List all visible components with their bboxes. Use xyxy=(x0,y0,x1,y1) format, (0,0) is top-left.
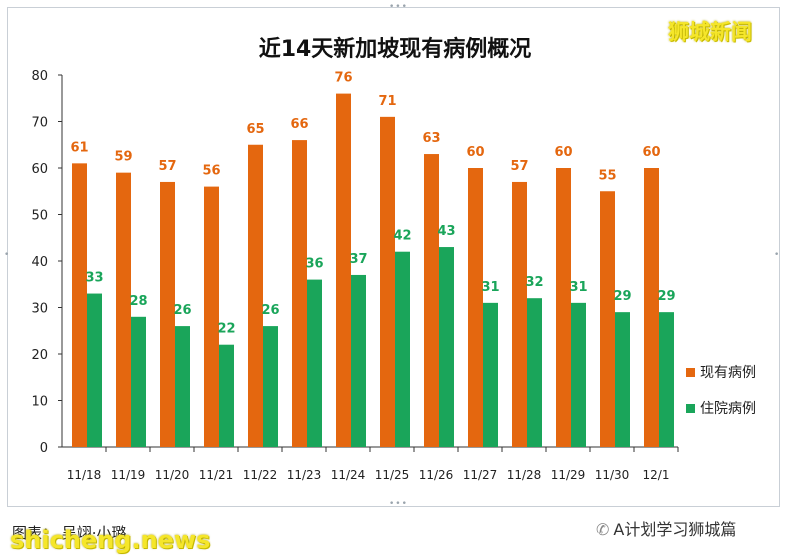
bar-current-cases xyxy=(556,168,571,447)
data-label: 43 xyxy=(437,224,455,239)
y-tick-label: 80 xyxy=(31,69,48,84)
bar-current-cases xyxy=(600,191,615,447)
data-label: 29 xyxy=(657,289,675,304)
data-label: 57 xyxy=(510,159,528,174)
bar-current-cases xyxy=(336,93,351,447)
bar-current-cases xyxy=(116,172,131,447)
resize-handle-left[interactable]: • xyxy=(4,250,11,260)
data-label: 31 xyxy=(481,280,499,295)
y-tick-label: 0 xyxy=(40,441,48,456)
x-tick-label: 11/29 xyxy=(551,468,586,482)
bar-hospitalised xyxy=(571,302,586,447)
bar-current-cases xyxy=(160,181,175,447)
x-tick-label: 11/21 xyxy=(199,468,234,482)
data-label: 71 xyxy=(378,94,396,109)
data-label: 37 xyxy=(349,252,367,267)
brand-watermark-bottom: shicheng.news xyxy=(10,526,211,554)
bar-current-cases xyxy=(512,181,527,447)
x-tick-label: 11/22 xyxy=(243,468,278,482)
wechat-account[interactable]: ✆ A计划学习狮城篇 xyxy=(596,516,736,540)
x-tick-label: 11/19 xyxy=(111,468,146,482)
data-label: 60 xyxy=(554,145,572,160)
data-label: 63 xyxy=(422,131,440,146)
bar-hospitalised xyxy=(483,302,498,447)
chart-credit: 图表： 吴翊·小璐 xyxy=(12,524,127,542)
x-tick-label: 12/1 xyxy=(643,468,670,482)
data-label: 22 xyxy=(217,322,235,337)
data-label: 26 xyxy=(173,303,191,318)
bar-current-cases xyxy=(204,186,219,447)
bar-current-cases xyxy=(644,168,659,447)
axes: 0 10 20 30 40 50 60 70 80 11/18 11/19 11/20 11/21 11/… xyxy=(31,69,679,482)
bar-current-cases xyxy=(292,140,307,447)
x-tick-label: 11/20 xyxy=(155,468,190,482)
data-label: 76 xyxy=(334,71,352,86)
chart-title: 近14天新加坡现有病例概况 xyxy=(259,36,532,62)
bar-current-cases xyxy=(424,154,439,448)
legend-swatch xyxy=(686,368,695,377)
data-label: 36 xyxy=(305,257,323,272)
data-label: 61 xyxy=(70,140,88,155)
bar-hospitalised xyxy=(659,312,674,447)
wechat-icon: ✆ xyxy=(596,520,610,539)
legend-label: 现有病例 xyxy=(700,365,756,381)
y-tick-label: 20 xyxy=(31,348,48,363)
x-tick-label: 11/18 xyxy=(67,468,102,482)
bar-current-cases xyxy=(468,168,483,447)
resize-handle-top[interactable]: ••• xyxy=(389,2,408,12)
data-label: 32 xyxy=(525,275,543,290)
data-label: 28 xyxy=(129,294,147,309)
data-label: 56 xyxy=(202,164,220,179)
bar-chart: 近14天新加坡现有病例概况 0 10 20 30 40 50 60 70 80 11/18 11/1… xyxy=(31,36,756,482)
resize-handle-right[interactable]: • xyxy=(774,250,781,260)
data-label: 55 xyxy=(598,168,616,183)
y-tick-label: 10 xyxy=(31,395,48,410)
y-tick-label: 30 xyxy=(31,302,48,317)
y-tick-label: 70 xyxy=(31,116,48,131)
data-label: 60 xyxy=(466,145,484,160)
y-tick-label: 50 xyxy=(31,209,48,224)
bar-hospitalised xyxy=(87,293,102,447)
legend-swatch xyxy=(686,404,695,413)
bar-current-cases xyxy=(72,163,87,447)
resize-handle-bottom[interactable]: ••• xyxy=(389,499,408,509)
bar-hospitalised xyxy=(263,326,278,447)
data-label: 31 xyxy=(569,280,587,295)
y-tick-label: 60 xyxy=(31,162,48,177)
x-tick-label: 11/24 xyxy=(331,468,366,482)
footer: 图表： 吴翊·小璐 shicheng.news ✆ A计划学习狮城篇 xyxy=(0,508,789,555)
bar-current-cases xyxy=(380,116,395,447)
bar-hospitalised xyxy=(219,344,234,447)
bar-hospitalised xyxy=(131,316,146,447)
x-tick-label: 11/28 xyxy=(507,468,542,482)
x-tick-label: 11/27 xyxy=(463,468,498,482)
bar-hospitalised xyxy=(307,279,322,447)
data-label: 26 xyxy=(261,303,279,318)
data-label: 65 xyxy=(246,122,264,137)
data-label: 60 xyxy=(642,145,660,160)
x-tick-label: 11/23 xyxy=(287,468,322,482)
data-label: 59 xyxy=(114,150,132,165)
data-label: 33 xyxy=(85,271,103,286)
bar-hospitalised xyxy=(527,298,542,447)
data-label: 66 xyxy=(290,117,308,132)
bars: 61 33 59 28 57 26 56 22 65 26 66 36 76 37 71 42 63 43 60 31… xyxy=(70,71,676,448)
bar-hospitalised xyxy=(615,312,630,447)
bar-hospitalised xyxy=(439,247,454,447)
data-label: 42 xyxy=(393,229,411,244)
data-label: 29 xyxy=(613,289,631,304)
bar-hospitalised xyxy=(351,274,366,447)
brand-watermark-top: 狮城新闻 xyxy=(668,20,752,44)
bar-hospitalised xyxy=(175,326,190,447)
wechat-account-name: A计划学习狮城篇 xyxy=(613,520,737,539)
x-tick-label: 11/26 xyxy=(419,468,454,482)
x-tick-label: 11/30 xyxy=(595,468,630,482)
bar-current-cases xyxy=(248,144,263,447)
bar-hospitalised xyxy=(395,251,410,447)
data-label: 57 xyxy=(158,159,176,174)
y-tick-label: 40 xyxy=(31,255,48,270)
legend-label: 住院病例 xyxy=(700,401,756,417)
x-tick-label: 11/25 xyxy=(375,468,410,482)
